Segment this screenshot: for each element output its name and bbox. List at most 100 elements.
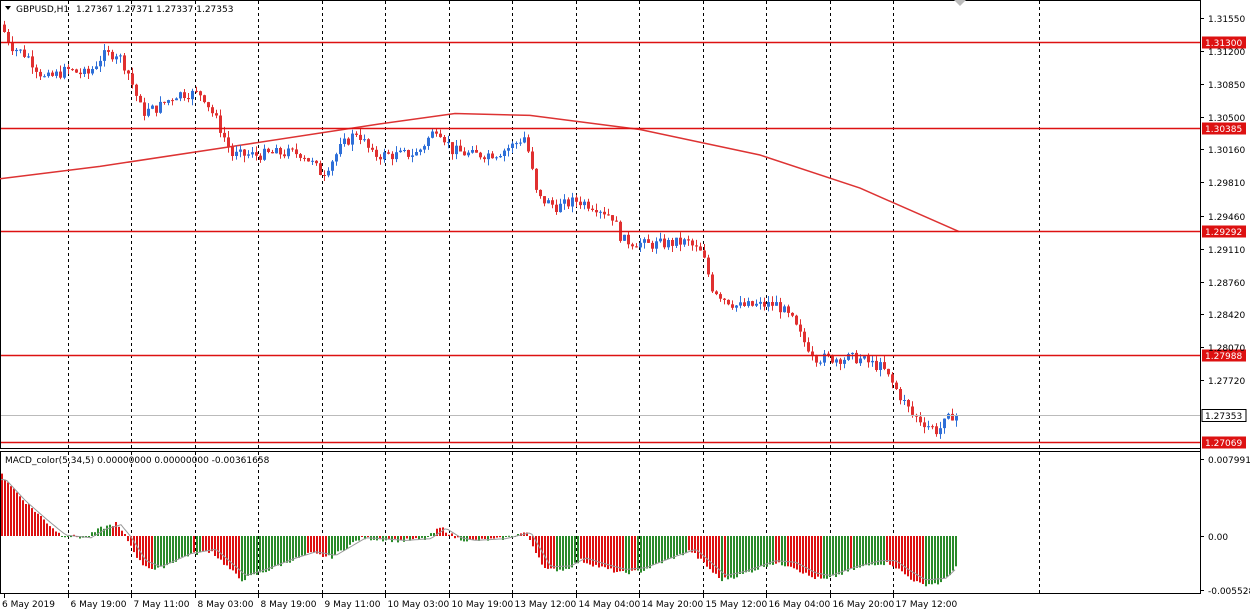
macd-histogram-bar: [775, 536, 777, 564]
macd-histogram-bar: [724, 536, 726, 578]
macd-histogram-bar: [712, 536, 714, 573]
time-tick-label: 14 May 20:00: [642, 600, 704, 610]
price-tick-label: 1.29810: [1208, 179, 1245, 189]
candle-body: [127, 70, 130, 74]
macd-histogram-bar: [526, 532, 528, 536]
macd-tick-label: 0.0079914: [1208, 456, 1250, 466]
macd-histogram-bar: [325, 536, 327, 557]
level-price-label: 1.31300: [1205, 39, 1242, 49]
candle-body: [723, 298, 726, 300]
candle-body: [675, 237, 678, 246]
candle-body: [15, 49, 18, 52]
macd-histogram-bar: [862, 536, 864, 567]
candle-body: [923, 422, 926, 428]
candle-body: [115, 56, 118, 60]
macd-histogram-bar: [16, 492, 18, 536]
macd-histogram-bar: [97, 528, 99, 536]
macd-histogram-bar: [394, 536, 396, 539]
candle-body: [95, 66, 98, 69]
macd-histogram-bar: [421, 536, 423, 538]
macd-histogram-bar: [106, 525, 108, 536]
candle-body: [19, 49, 22, 51]
time-tick-label: 17 May 12:00: [896, 600, 958, 610]
macd-histogram-bar: [304, 536, 306, 556]
candle-body: [111, 51, 114, 60]
macd-histogram-bar: [625, 536, 627, 573]
macd-histogram-bar: [178, 536, 180, 559]
candle-body: [623, 234, 626, 241]
candle-body: [363, 139, 366, 141]
macd-histogram-bar: [880, 536, 882, 565]
macd-histogram-bar: [154, 536, 156, 570]
macd-histogram-bar: [658, 536, 660, 563]
macd-histogram-bar: [196, 536, 198, 555]
candle-body: [555, 204, 558, 212]
macd-histogram-bar: [814, 536, 816, 579]
macd-histogram-bar: [796, 536, 798, 570]
macd-histogram-bar: [766, 536, 768, 567]
macd-histogram-bar: [691, 536, 693, 553]
candle-body: [711, 274, 714, 292]
candle-body: [295, 149, 298, 155]
candle-body: [627, 234, 630, 245]
macd-tick-label: -0.005528: [1208, 587, 1250, 597]
macd-histogram-bar: [901, 536, 903, 572]
candle-body: [183, 92, 186, 98]
candle-body: [355, 133, 358, 135]
macd-histogram-bar: [835, 536, 837, 577]
macd-histogram-bar: [478, 536, 480, 541]
price-axis: 1.31550 1.31200 1.30850 1.30500 1.30160 1.298…: [1200, 15, 1245, 387]
candle-body: [135, 84, 138, 96]
macd-histogram-bar: [262, 536, 264, 573]
candle-body: [107, 50, 110, 52]
candle-body: [299, 154, 302, 158]
macd-histogram-bar: [379, 536, 381, 540]
candle-body: [231, 146, 234, 156]
macd-histogram-bar: [934, 536, 936, 584]
price-panel[interactable]: [0, 0, 1201, 449]
candle-body: [175, 98, 178, 101]
macd-histogram-bar: [496, 536, 498, 538]
horizontal-levels[interactable]: 1.31300 1.30385 1.29292 1.27988 1.27069: [1, 36, 1246, 450]
candle-body: [287, 148, 290, 157]
macd-histogram-bar: [232, 536, 234, 571]
macd-histogram-bar: [610, 536, 612, 569]
macd-histogram-bar: [589, 536, 591, 565]
macd-histogram-bar: [811, 536, 813, 578]
candle-body: [51, 72, 54, 76]
macd-histogram-bar: [40, 516, 42, 536]
macd-histogram-bar: [895, 536, 897, 569]
candle-body: [891, 374, 894, 383]
macd-histogram-bar: [931, 536, 933, 585]
macd-histogram-bar: [850, 536, 852, 569]
macd-histogram-bar: [904, 536, 906, 575]
macd-histogram-bar: [655, 536, 657, 564]
candle-body: [407, 150, 410, 157]
candle-body: [23, 49, 26, 57]
macd-panel[interactable]: [0, 451, 1201, 594]
candle-body: [871, 360, 874, 363]
macd-histogram-bar: [118, 526, 120, 536]
candle-body: [203, 95, 206, 103]
candle-body: [419, 149, 422, 152]
candle-body: [647, 239, 650, 243]
macd-histogram-bar: [793, 536, 795, 569]
candle-body: [587, 201, 590, 209]
candle-body: [71, 69, 74, 71]
macd-histogram-bar: [481, 536, 483, 539]
macd-histogram-bar: [358, 536, 360, 541]
candle-body: [315, 160, 318, 164]
macd-histogram-bar: [754, 536, 756, 571]
chart-shift-marker-icon[interactable]: [954, 0, 966, 6]
macd-histogram-bar: [619, 536, 621, 572]
macd-histogram-bar: [244, 536, 246, 581]
candle-body: [151, 105, 154, 109]
macd-histogram-bar: [409, 536, 411, 541]
candle-body: [551, 200, 554, 205]
macd-histogram-bar: [310, 536, 312, 553]
candle-body: [423, 146, 426, 150]
candle-body: [367, 139, 370, 148]
candle-body: [291, 148, 294, 150]
symbol-dropdown-icon[interactable]: [5, 6, 11, 10]
